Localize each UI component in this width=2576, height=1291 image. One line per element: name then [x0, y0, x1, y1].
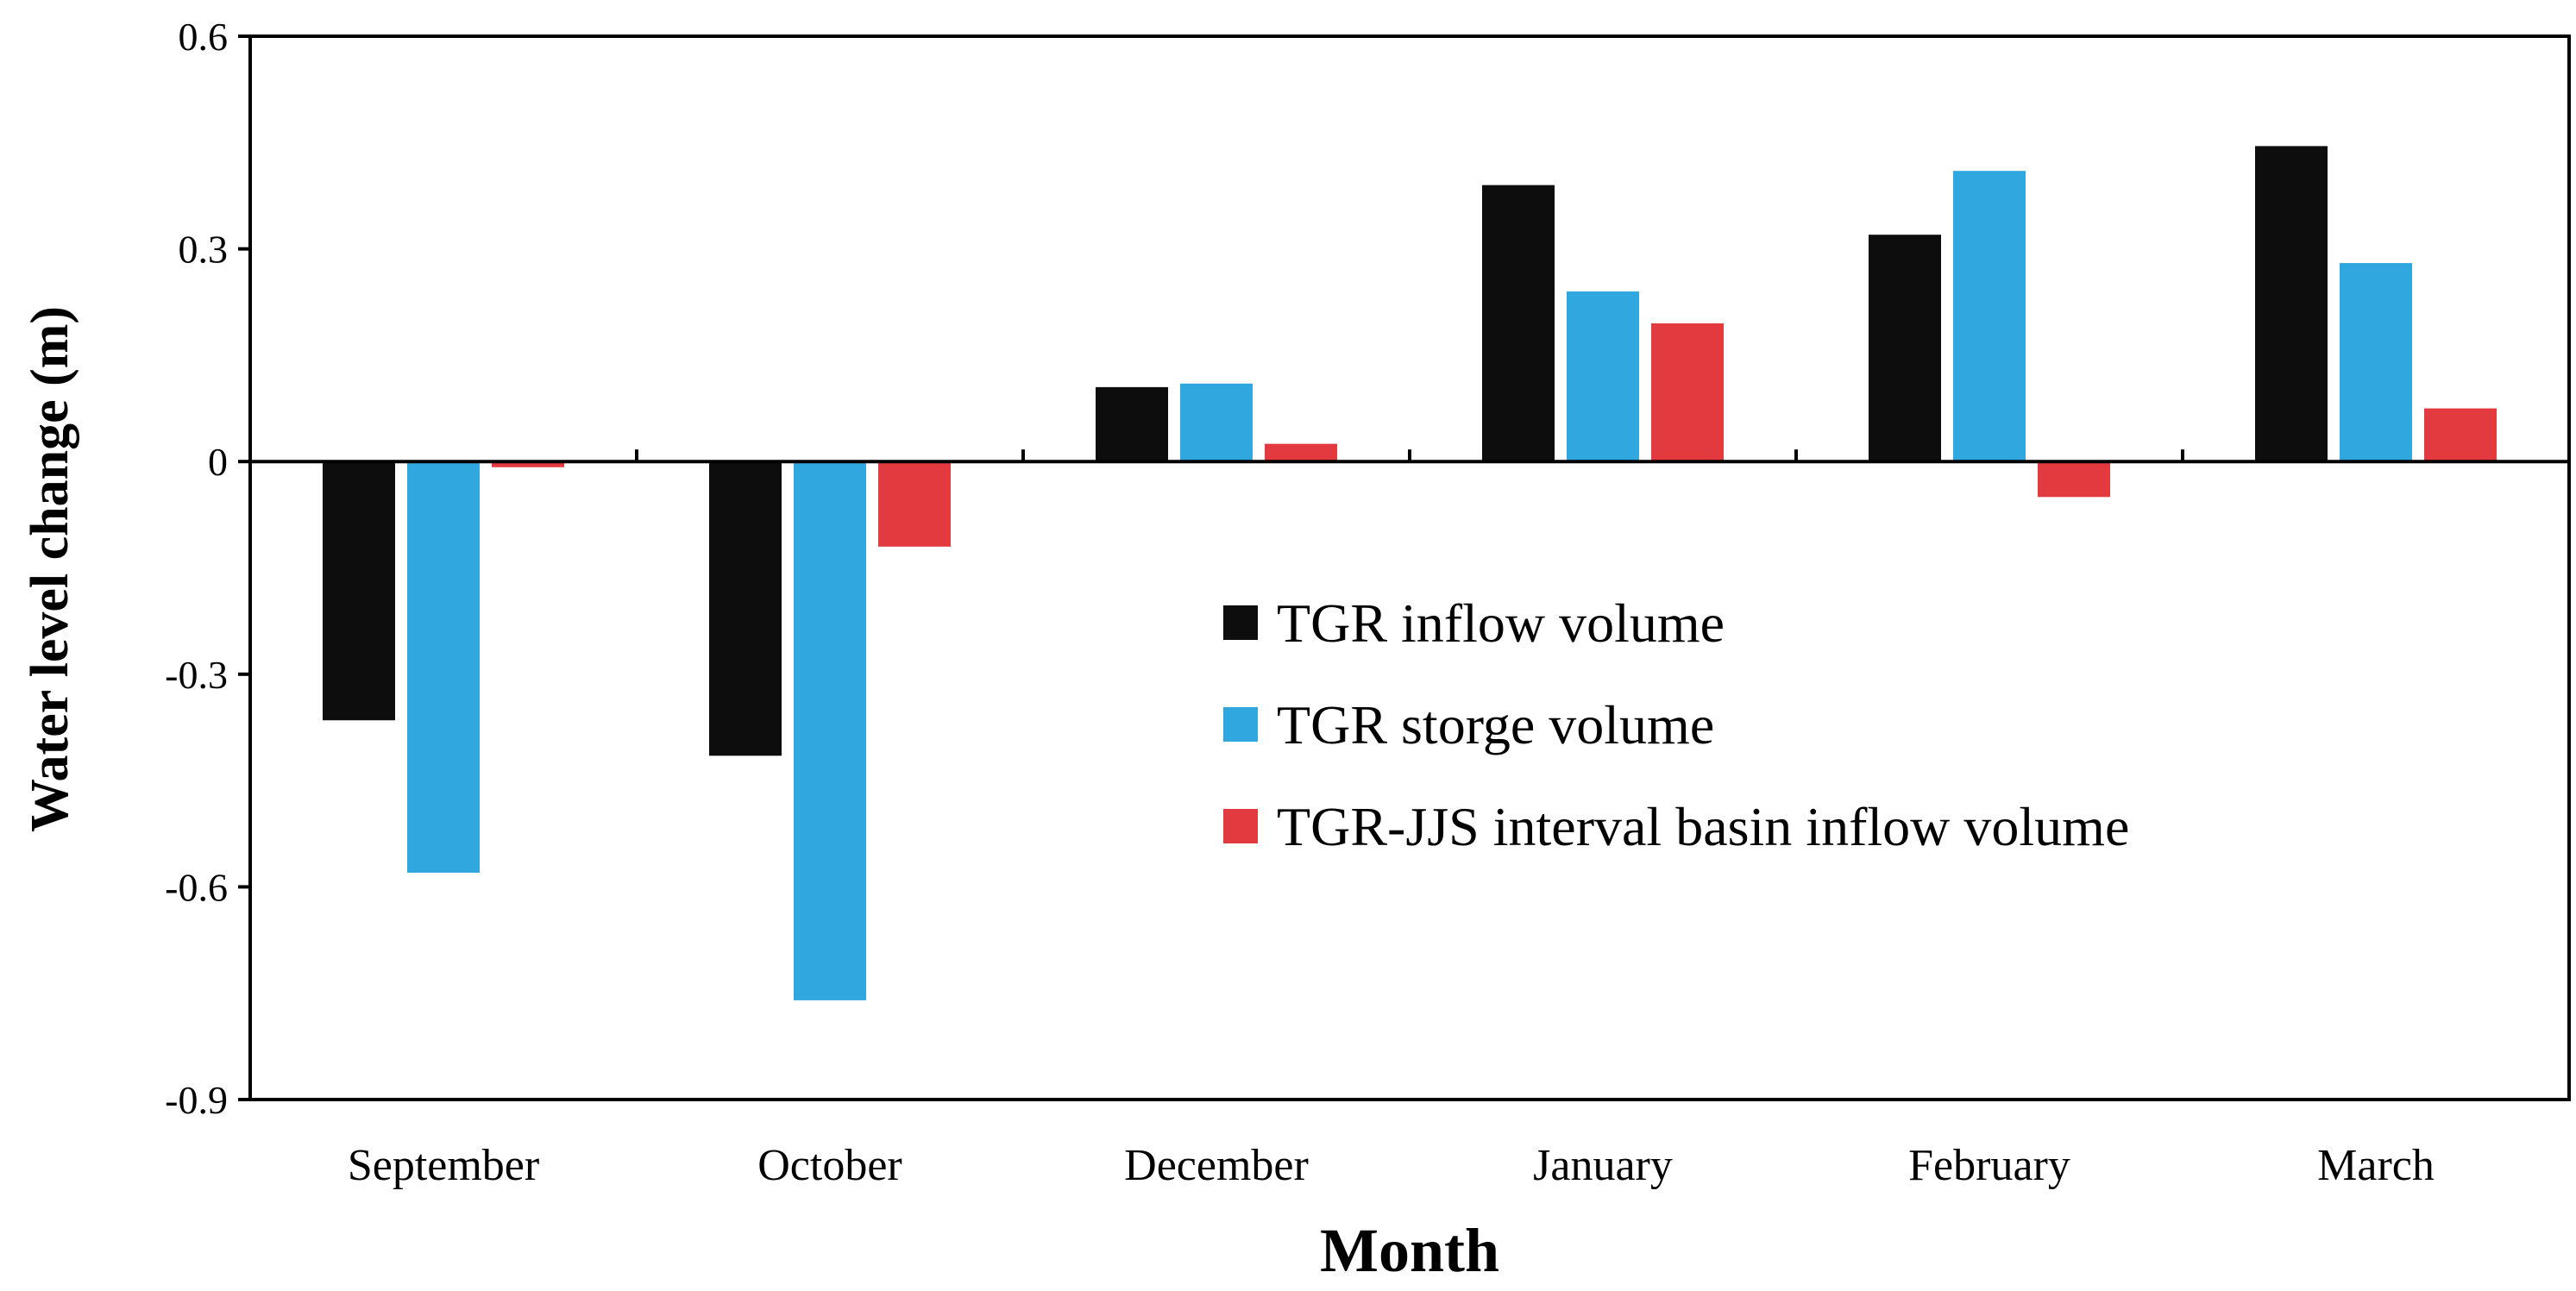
- y-tick-label: 0: [208, 440, 228, 484]
- y-tick-label: -0.6: [165, 865, 228, 909]
- x-tick-label-march: March: [2317, 1141, 2435, 1190]
- legend: TGR inflow volume TGR storge volume TGR-JJ…: [1223, 592, 2129, 857]
- bar-2-february: [1953, 171, 2026, 462]
- y-tick-label: 0.6: [179, 15, 229, 59]
- x-tick-label-october: October: [757, 1141, 902, 1190]
- bar-1-december: [1096, 386, 1168, 462]
- bar-3-december: [1265, 443, 1337, 462]
- bar-2-march: [2340, 263, 2412, 462]
- x-tick-label-january: January: [1533, 1141, 1673, 1190]
- legend-label-3: TGR-JJS interval basin inflow volume: [1277, 796, 2129, 857]
- bar-1-february: [1869, 235, 1941, 462]
- legend-swatch-1: [1223, 605, 1258, 640]
- plot-frame: [248, 34, 2571, 1101]
- y-tick-label: 0.3: [179, 228, 229, 272]
- bar-1-september: [323, 461, 395, 721]
- y-ticks: 0.6 0.3 0 -0.3 -0.6 -0.9: [165, 15, 250, 1122]
- bar-3-october: [878, 461, 951, 547]
- bar-3-march: [2424, 408, 2497, 462]
- bar-1-october: [709, 461, 782, 756]
- bar-3-september: [492, 461, 564, 467]
- bar-2-september: [407, 461, 480, 873]
- y-axis-title: Water level change (m): [21, 306, 79, 832]
- legend-swatch-2: [1223, 707, 1258, 742]
- legend-label-1: TGR inflow volume: [1277, 592, 1725, 654]
- bar-2-january: [1567, 291, 1639, 462]
- bar-2-october: [794, 461, 866, 1000]
- bar-2-december: [1180, 383, 1253, 462]
- x-tick-label-february: February: [1908, 1141, 2070, 1190]
- legend-swatch-3: [1223, 809, 1258, 843]
- x-tick-labels: September October December January February M…: [348, 1141, 2435, 1190]
- bar-3-february: [2038, 461, 2110, 498]
- x-tick-label-december: December: [1124, 1141, 1309, 1190]
- legend-label-2: TGR storge volume: [1277, 694, 1714, 755]
- y-tick-label: -0.3: [165, 653, 228, 697]
- bar-1-january: [1482, 185, 1555, 462]
- bar-1-march: [2255, 146, 2328, 462]
- bar-3-january: [1651, 323, 1724, 462]
- bars: [323, 146, 2497, 1000]
- x-axis-title: Month: [1320, 1216, 1499, 1285]
- y-tick-label: -0.9: [165, 1078, 228, 1122]
- x-tick-label-september: September: [348, 1141, 539, 1190]
